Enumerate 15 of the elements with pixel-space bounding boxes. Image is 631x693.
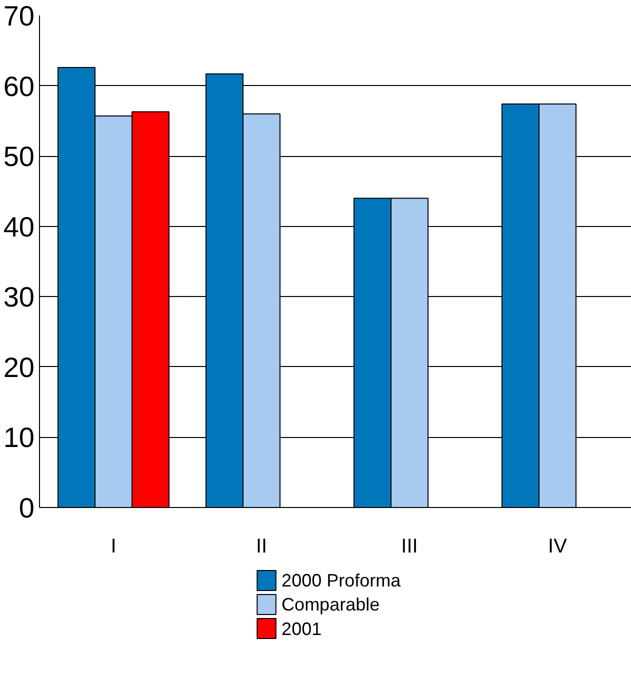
- legend-label: 2000 Proforma: [282, 570, 402, 590]
- legend-label: Comparable: [282, 594, 380, 614]
- y-tick-label: 50: [3, 141, 35, 172]
- y-tick-label: 30: [3, 282, 35, 313]
- x-tick-label: I: [110, 536, 116, 558]
- x-tick-label: II: [256, 536, 268, 558]
- y-tick-label: 10: [3, 422, 35, 454]
- y-tick-label: 70: [3, 0, 35, 32]
- x-tick-label: IV: [548, 536, 568, 558]
- y-tick-label: 60: [3, 70, 35, 102]
- legend-label: 2001: [282, 619, 322, 639]
- y-tick-label: 20: [3, 352, 35, 383]
- y-tick-label: 0: [18, 492, 35, 524]
- x-tick-label: III: [401, 536, 418, 558]
- y-tick-label: 40: [3, 211, 35, 242]
